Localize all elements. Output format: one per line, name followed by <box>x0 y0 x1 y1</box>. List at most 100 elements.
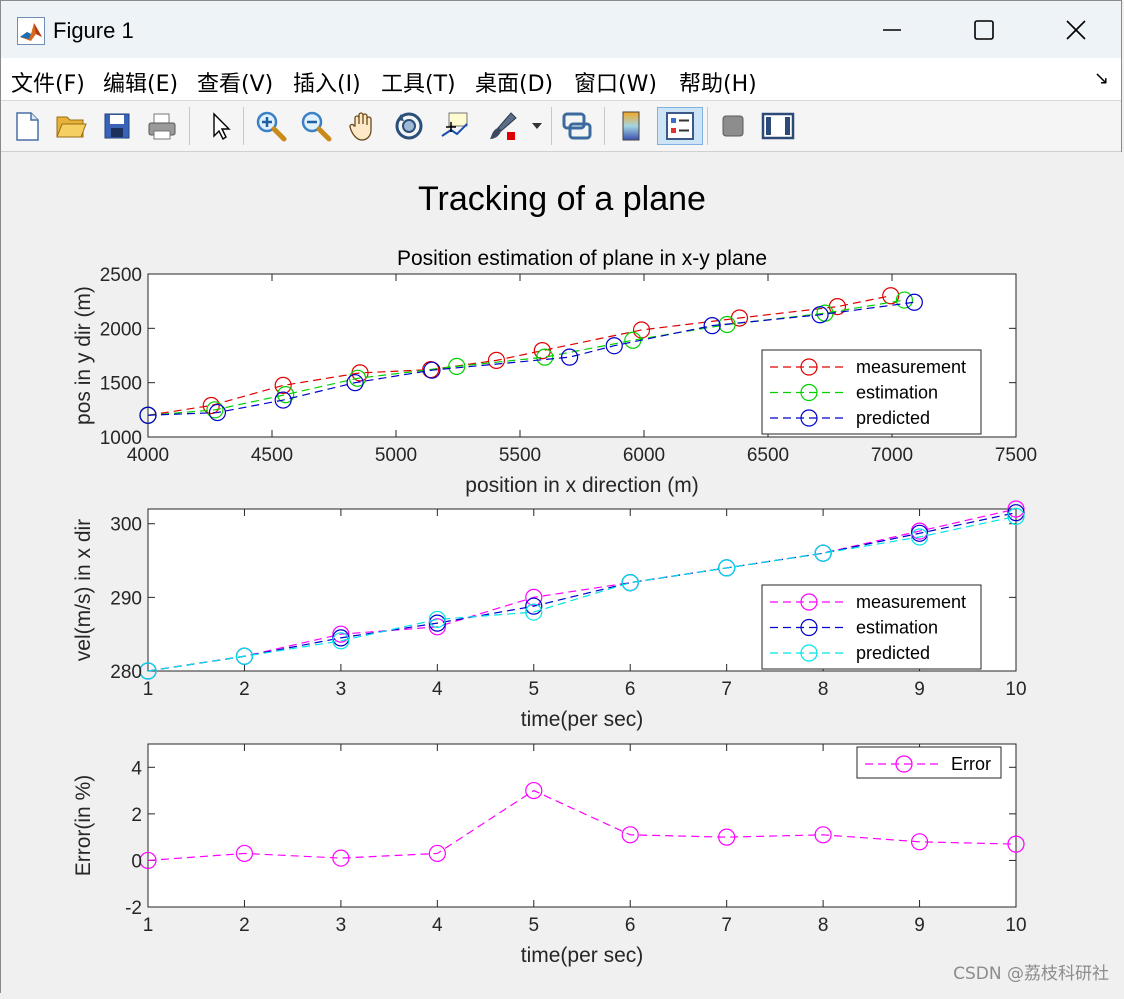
legend-marker <box>800 383 818 402</box>
x-tick-label: 6 <box>625 915 636 936</box>
axes-2: measurement estimation predicted <box>139 500 1025 680</box>
data-point <box>525 597 543 615</box>
menu-help[interactable]: 帮助(H) <box>679 72 757 97</box>
x-axis-label: time(per sec) <box>521 944 644 967</box>
data-point <box>332 632 350 650</box>
axes-title: Position estimation of plane in x-y plan… <box>397 247 767 270</box>
data-point <box>605 337 623 355</box>
data-point <box>487 351 506 369</box>
data-point <box>1007 504 1025 522</box>
legend-label: estimation <box>856 618 938 638</box>
y-tick-label: 300 <box>110 515 142 536</box>
data-point <box>235 647 254 665</box>
link-plot-icon[interactable] <box>559 107 595 145</box>
x-tick-label: 6500 <box>747 445 789 466</box>
maximize-icon <box>974 19 994 40</box>
legend-marker <box>800 358 818 376</box>
legend-icon[interactable] <box>657 107 703 145</box>
data-point <box>814 826 832 844</box>
x-tick-label: 2 <box>239 915 250 936</box>
pan-hand-icon[interactable] <box>345 107 381 145</box>
zoom-in-icon[interactable] <box>253 107 289 145</box>
close-button[interactable] <box>1030 1 1122 58</box>
show-plot-tools-icon[interactable] <box>760 107 796 145</box>
hide-plot-tools-icon[interactable] <box>715 107 751 145</box>
menu-bar: 文件(F) 编辑(E) 查看(V) 插入(I) 工具(T) 桌面(D) 窗口(W… <box>1 58 1121 101</box>
y-tick-label: 4 <box>131 758 142 779</box>
data-point <box>718 559 736 577</box>
legend: measurement estimation predicted <box>761 349 982 435</box>
brush-dropdown-icon[interactable] <box>527 107 547 145</box>
axes-1: measurement estimation predicted <box>139 273 1017 438</box>
figure-toolbar <box>1 101 1121 152</box>
data-point <box>536 348 554 366</box>
legend-label: predicted <box>856 408 930 428</box>
x-tick-label: 8 <box>818 915 829 936</box>
matlab-logo-icon <box>17 17 45 45</box>
series-line-estimation <box>147 299 905 416</box>
x-tick-label: 3 <box>336 915 347 936</box>
legend-label: measurement <box>856 357 966 377</box>
zoom-out-icon[interactable] <box>298 107 334 145</box>
legend: measurement estimation predicted <box>761 584 982 670</box>
x-tick-label: 1 <box>143 915 154 936</box>
x-tick-label: 4500 <box>251 445 293 466</box>
data-cursor-icon[interactable] <box>437 107 473 145</box>
data-point <box>910 528 929 546</box>
rotate-3d-icon[interactable] <box>391 107 427 145</box>
toolbar-separator <box>551 107 552 145</box>
menu-file[interactable]: 文件(F) <box>11 72 85 97</box>
window-title: Figure 1 <box>53 18 134 43</box>
data-point <box>428 844 446 863</box>
x-tick-label: 9 <box>914 915 925 936</box>
y-tick-label: 0 <box>131 851 142 872</box>
menu-window[interactable]: 窗口(W) <box>574 72 657 97</box>
data-point <box>139 662 157 680</box>
data-point <box>905 293 923 311</box>
series-line-estimation <box>147 512 1017 672</box>
data-point <box>428 610 446 629</box>
menu-tools[interactable]: 工具(T) <box>381 72 456 97</box>
menu-edit[interactable]: 编辑(E) <box>103 72 179 97</box>
maximize-button[interactable] <box>938 1 1030 58</box>
print-icon[interactable] <box>144 107 180 145</box>
menu-insert[interactable]: 插入(I) <box>293 72 361 97</box>
data-point <box>332 625 350 643</box>
legend-marker <box>800 644 818 662</box>
edit-plot-arrow-icon[interactable] <box>201 107 237 145</box>
menu-view[interactable]: 查看(V) <box>197 72 274 97</box>
undock-arrow-icon[interactable]: ↘ <box>1093 68 1109 88</box>
brush-icon[interactable] <box>485 107 521 145</box>
colorbar-icon[interactable] <box>613 107 649 145</box>
data-point <box>348 369 367 387</box>
y-tick-label: 1000 <box>100 428 142 449</box>
legend-label: predicted <box>856 643 930 663</box>
save-icon[interactable] <box>99 107 135 145</box>
data-point <box>423 361 441 379</box>
minimize-button[interactable] <box>846 1 938 58</box>
x-tick-label: 9 <box>914 679 925 700</box>
data-point <box>703 317 721 335</box>
legend-box <box>761 584 982 670</box>
data-point <box>895 291 914 309</box>
x-tick-label: 4 <box>432 679 443 700</box>
y-tick-label: 2000 <box>100 319 142 340</box>
x-tick-label: 4 <box>432 915 443 936</box>
data-point <box>139 851 157 870</box>
minimize-icon <box>883 28 901 31</box>
data-point <box>206 401 224 419</box>
open-file-icon[interactable] <box>53 107 89 145</box>
data-point <box>814 544 832 562</box>
new-figure-icon[interactable] <box>9 107 45 145</box>
x-axis-label: position in x direction (m) <box>465 474 698 497</box>
y-tick-label: 2 <box>131 805 142 826</box>
series-line-predicted <box>147 301 915 416</box>
x-tick-label: 2 <box>239 679 250 700</box>
data-point <box>235 844 254 863</box>
x-tick-label: 10 <box>1005 679 1026 700</box>
data-point <box>525 588 543 606</box>
legend-marker <box>895 755 913 773</box>
figure-canvas: Tracking of a plane measurement estimatio… <box>1 152 1123 994</box>
menu-desktop[interactable]: 桌面(D) <box>475 72 554 97</box>
data-point <box>525 781 543 800</box>
